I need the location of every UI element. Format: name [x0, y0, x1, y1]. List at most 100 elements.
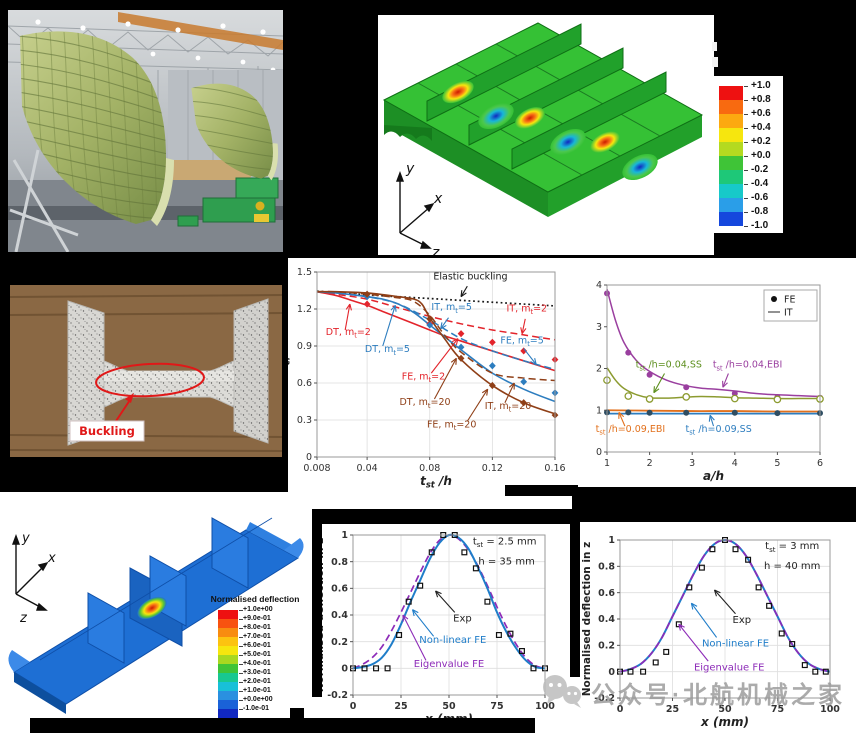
factory-photo [8, 10, 283, 252]
colorbar-tick [744, 127, 748, 129]
annotation: Non-linear FE [702, 639, 769, 650]
svg-text:0.16: 0.16 [544, 463, 565, 474]
svg-text:25: 25 [394, 701, 407, 712]
y-axis-label: Normalised deflection in z [581, 542, 593, 697]
colorbar-band [719, 100, 743, 114]
flange-scallops [384, 125, 432, 141]
colorbar-band [218, 673, 238, 682]
annotation: h = 35 mm [478, 556, 534, 567]
colorbar-tick [744, 85, 748, 87]
cropped-label-fragment [712, 57, 718, 67]
cropped-label-fragment [712, 42, 717, 51]
colorbar-label: +1.0 [751, 79, 771, 91]
svg-text:0.6: 0.6 [297, 378, 312, 389]
series-it-t-st-h-0-04-ebi [606, 288, 821, 398]
legend-box [763, 289, 818, 322]
colorbar-tick [744, 113, 748, 115]
axis-label-z: z [19, 611, 28, 626]
annotation: tst /h=0.04,SS [636, 360, 702, 373]
colorbar-label: +8.0e-01 [243, 623, 271, 631]
large-stiffened-panel [20, 31, 174, 226]
colorbar-band [218, 700, 238, 709]
black-wedge-under-center-chart [505, 485, 578, 496]
svg-text:2: 2 [596, 364, 602, 375]
svg-text:1: 1 [608, 535, 615, 546]
colorbar-tick [239, 681, 243, 683]
colorbar-band [719, 114, 743, 128]
colorbar-label: +0.0e+00 [243, 695, 273, 703]
colorbar-tick [744, 211, 748, 213]
colorbar-label: +0.2 [751, 135, 771, 147]
colorbar-label: +3.0e-01 [243, 668, 271, 676]
colorbar-tick [744, 141, 748, 143]
colorbar-tick [744, 197, 748, 199]
svg-text:1: 1 [341, 530, 348, 541]
svg-text:-0.2: -0.2 [327, 690, 348, 701]
colorbar-label: -0.8 [751, 205, 769, 217]
colorbar-label: -1.0e-01 [243, 704, 270, 712]
colorbar-tick [744, 183, 748, 185]
colorbar-label: +6.0e-01 [243, 641, 271, 649]
svg-text:1: 1 [604, 458, 610, 469]
annotation: tst /h=0.09,EBI [596, 424, 666, 437]
specimen-photo: Buckling [10, 285, 282, 457]
svg-text:100: 100 [820, 704, 840, 715]
colorbar-band [719, 156, 743, 170]
svg-text:0.2: 0.2 [331, 637, 348, 648]
annotation: DT, mt=5 [365, 344, 410, 357]
orange-crane-beam [118, 12, 283, 50]
x-axis-label: a/h [703, 469, 724, 483]
buckle-spots [442, 80, 658, 181]
colorbar-label: +7.0e-01 [243, 632, 271, 640]
series-it-t-st-h-0-04-ss [606, 367, 820, 400]
svg-text:0.8: 0.8 [598, 562, 615, 573]
chart-kcr-vs-tst-h: 0.008 0.04 0.08 0.12 0.16 0 0.3 0.6 0.9 1.2 1.5 tst… [288, 267, 566, 489]
fea-bottom-colorbar-title: Normalised deflection [210, 594, 300, 604]
svg-text:4: 4 [732, 458, 738, 469]
colorbar-band [218, 664, 238, 673]
annotation: DT, mt=2 [326, 327, 371, 340]
svg-text:6: 6 [817, 458, 823, 469]
svg-text:0.008: 0.008 [303, 463, 330, 474]
svg-text:1.5: 1.5 [297, 267, 312, 278]
series-eigenvalue-fe [619, 539, 831, 673]
colorbar-band [218, 691, 238, 700]
chart-deflection-tst3: 0 25 50 75 100-0.200.20.40.60.81x (mm)Normal… [581, 535, 840, 729]
svg-text:0.6: 0.6 [598, 588, 615, 599]
axis-triad [395, 171, 435, 249]
watermark-text: 公众号·北航机械之家 [591, 681, 845, 709]
green-machinery [177, 177, 279, 227]
axis-label-y: y [21, 531, 30, 546]
svg-text:0: 0 [608, 667, 615, 678]
wechat-icon [543, 675, 581, 708]
axis-triad [11, 534, 49, 611]
axis-label-z: z [431, 245, 440, 255]
svg-text:3: 3 [596, 322, 602, 333]
colorbar-label: +2.0e-01 [243, 677, 271, 685]
panel-flange-edge [151, 158, 174, 226]
black-strip-left-of-bottom-right-chart [570, 509, 580, 677]
colorbar-tick [239, 654, 243, 656]
annotation: FE, mt=20 [427, 419, 476, 432]
colorbar-band [719, 142, 743, 156]
colorbar-label: +0.4 [751, 121, 771, 133]
svg-text:0.9: 0.9 [297, 341, 312, 352]
watermark: 公众号·北航机械之家 [541, 674, 845, 710]
axis-label-x: x [433, 191, 443, 207]
colorbar-band [218, 709, 238, 718]
svg-text:0: 0 [306, 452, 312, 463]
fea-buckling-mode-render: y x z [382, 22, 704, 255]
annotation: Eigenvalue FE [414, 659, 485, 670]
svg-text:4: 4 [596, 280, 602, 291]
support-frame [9, 149, 79, 252]
annotation: Exp [733, 615, 752, 626]
svg-text:1: 1 [596, 405, 602, 416]
colorbar-tick [239, 663, 243, 665]
colorbar-band [218, 655, 238, 664]
series-it-t-st-h-0-09-ebi [606, 409, 821, 413]
colorbar-tick [239, 627, 243, 629]
y-axis-label: kcr [288, 355, 292, 373]
colorbar-band [218, 646, 238, 655]
